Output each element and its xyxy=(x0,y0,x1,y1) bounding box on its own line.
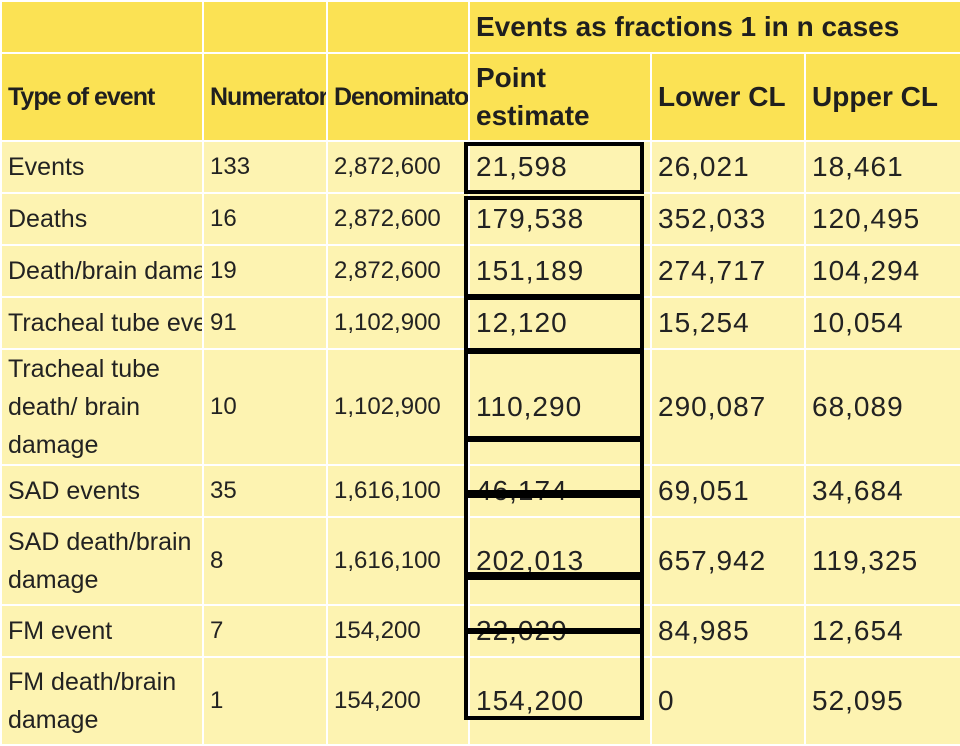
cell-upper-cl: 68,089 xyxy=(803,348,960,466)
cell-upper-cl: 10,054 xyxy=(803,296,960,350)
column-header-numerator: Numerator xyxy=(202,52,328,142)
cell-numerator: 7 xyxy=(202,604,328,658)
cell-lower-cl: 15,254 xyxy=(650,296,806,350)
cell-type: Tracheal tube death/ brain damage xyxy=(0,348,204,466)
cell-lower-cl: 0 xyxy=(650,656,806,746)
cell-type: Events xyxy=(0,140,204,194)
cell-lower-cl: 69,051 xyxy=(650,464,806,518)
cell-denominator: 154,200 xyxy=(326,656,470,746)
cell-point-estimate: 21,598 xyxy=(468,140,652,194)
cell-denominator: 2,872,600 xyxy=(326,140,470,194)
cell-upper-cl: 18,461 xyxy=(803,140,960,194)
cell-type: SAD events xyxy=(0,464,204,518)
cell-numerator: 35 xyxy=(202,464,328,518)
table-row: Tracheal tube death/ brain damage 10 1,1… xyxy=(0,348,960,466)
column-header-type: Type of event xyxy=(0,52,204,142)
cell-type: FM event xyxy=(0,604,204,658)
blank-header-cell xyxy=(202,0,328,54)
cell-point-estimate: 22,029 xyxy=(468,604,652,658)
cell-lower-cl: 26,021 xyxy=(650,140,806,194)
group-header-row: Events as fractions 1 in n cases xyxy=(0,0,960,54)
cell-point-estimate: 12,120 xyxy=(468,296,652,350)
cell-numerator: 10 xyxy=(202,348,328,466)
cell-denominator: 1,102,900 xyxy=(326,348,470,466)
table-row: Tracheal tube events 91 1,102,900 12,120… xyxy=(0,296,960,350)
cell-denominator: 2,872,600 xyxy=(326,192,470,246)
table-row: SAD events 35 1,616,100 46,174 69,051 34… xyxy=(0,464,960,518)
cell-denominator: 2,872,600 xyxy=(326,244,470,298)
cell-numerator: 16 xyxy=(202,192,328,246)
table-row: Deaths 16 2,872,600 179,538 352,033 120,… xyxy=(0,192,960,246)
column-header-point-estimate: Point estimate xyxy=(468,52,652,142)
table-row: FM death/brain damage 1 154,200 154,200 … xyxy=(0,656,960,746)
cell-denominator: 154,200 xyxy=(326,604,470,658)
cell-lower-cl: 352,033 xyxy=(650,192,806,246)
column-header-upper-cl: Upper CL xyxy=(803,52,960,142)
cell-point-estimate: 46,174 xyxy=(468,464,652,518)
table-row: SAD death/brain damage 8 1,616,100 202,0… xyxy=(0,516,960,606)
cell-type: Tracheal tube events xyxy=(0,296,204,350)
cell-type: Death/brain damage xyxy=(0,244,204,298)
cell-upper-cl: 34,684 xyxy=(803,464,960,518)
table-row: Death/brain damage 19 2,872,600 151,189 … xyxy=(0,244,960,298)
cell-denominator: 1,616,100 xyxy=(326,516,470,606)
cell-point-estimate: 154,200 xyxy=(468,656,652,746)
group-header: Events as fractions 1 in n cases xyxy=(467,0,960,54)
cell-point-estimate: 179,538 xyxy=(468,192,652,246)
column-header-row: Type of event Numerator Denominator Poin… xyxy=(0,52,960,142)
cell-upper-cl: 119,325 xyxy=(803,516,960,606)
cell-point-estimate: 202,013 xyxy=(468,516,652,606)
cell-lower-cl: 657,942 xyxy=(650,516,806,606)
cell-point-estimate: 151,189 xyxy=(468,244,652,298)
cell-point-estimate: 110,290 xyxy=(468,348,652,466)
cell-upper-cl: 120,495 xyxy=(803,192,960,246)
cell-numerator: 91 xyxy=(202,296,328,350)
cell-denominator: 1,616,100 xyxy=(326,464,470,518)
cell-type: FM death/brain damage xyxy=(0,656,204,746)
cell-upper-cl: 104,294 xyxy=(803,244,960,298)
cell-type: SAD death/brain damage xyxy=(0,516,204,606)
cell-numerator: 8 xyxy=(202,516,328,606)
table-row: Events 133 2,872,600 21,598 26,021 18,46… xyxy=(0,140,960,194)
cell-numerator: 1 xyxy=(202,656,328,746)
cell-lower-cl: 274,717 xyxy=(650,244,806,298)
cell-upper-cl: 12,654 xyxy=(803,604,960,658)
table-row: FM event 7 154,200 22,029 84,985 12,654 xyxy=(0,604,960,658)
blank-header-cell xyxy=(0,0,204,54)
cell-type: Deaths xyxy=(0,192,204,246)
cell-denominator: 1,102,900 xyxy=(326,296,470,350)
cell-lower-cl: 84,985 xyxy=(650,604,806,658)
cell-numerator: 133 xyxy=(202,140,328,194)
blank-header-cell xyxy=(326,0,470,54)
column-header-denominator: Denominator xyxy=(326,52,470,142)
column-header-lower-cl: Lower CL xyxy=(650,52,806,142)
cell-numerator: 19 xyxy=(202,244,328,298)
cell-lower-cl: 290,087 xyxy=(650,348,806,466)
cell-upper-cl: 52,095 xyxy=(803,656,960,746)
